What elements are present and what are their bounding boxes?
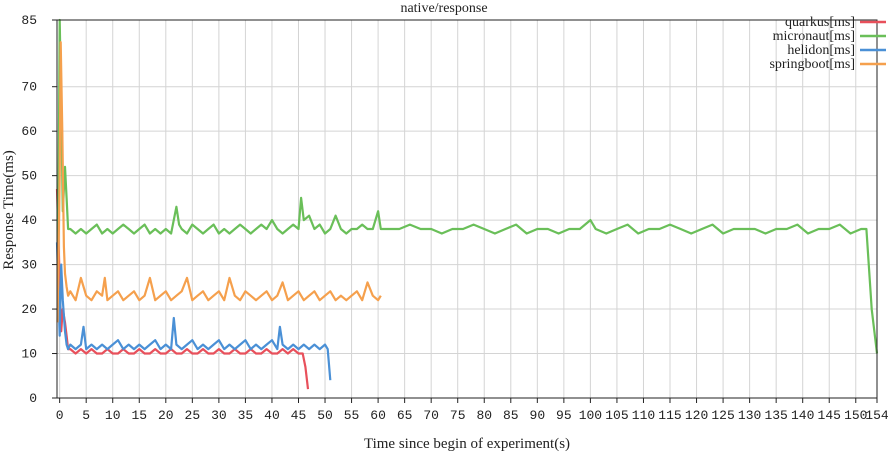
x-tick-label: 45 [291, 408, 307, 423]
x-tick-label: 95 [556, 408, 572, 423]
x-tick-label: 105 [605, 408, 628, 423]
x-tick-label: 5 [82, 408, 90, 423]
x-tick-label: 15 [131, 408, 147, 423]
x-tick-label: 10 [105, 408, 121, 423]
y-tick-label: 10 [21, 347, 37, 362]
x-tick-label: 145 [818, 408, 841, 423]
legend-label: springboot[ms] [769, 57, 855, 72]
x-tick-label: 55 [344, 408, 360, 423]
series-line-2 [55, 242, 332, 381]
y-tick-label: 85 [21, 13, 37, 28]
x-tick-label: 50 [317, 408, 333, 423]
y-tick-label: 30 [21, 258, 37, 273]
series-group [55, 18, 879, 390]
y-tick-label: 40 [21, 213, 37, 228]
x-tick-label: 60 [370, 408, 386, 423]
x-tick-label: 115 [658, 408, 681, 423]
y-tick-label: 50 [21, 169, 37, 184]
series-line-3 [56, 41, 382, 323]
x-tick-label: 65 [397, 408, 413, 423]
x-tick-label: 135 [764, 408, 787, 423]
x-axis-label: Time since begin of experiment(s) [364, 436, 570, 452]
x-tick-label: 150 [844, 408, 867, 423]
x-tick-label: 20 [158, 408, 174, 423]
legend-label: micronaut[ms] [773, 29, 855, 44]
x-tick-label: 70 [423, 408, 439, 423]
x-tick-label: 40 [264, 408, 280, 423]
y-tick-label: 70 [21, 80, 37, 95]
x-tick-label: 100 [579, 408, 602, 423]
plot-frame [56, 19, 878, 399]
x-tick-label: 80 [476, 408, 492, 423]
x-tick-label: 75 [450, 408, 466, 423]
chart-title: native/response [400, 1, 487, 16]
y-tick-label: 60 [21, 124, 37, 139]
x-tick-label: 125 [711, 408, 734, 423]
x-tick-label: 120 [685, 408, 708, 423]
x-tick-label: 130 [738, 408, 761, 423]
x-tick-label: 0 [56, 408, 64, 423]
x-tick-label: 154 [865, 408, 888, 423]
x-tick-label: 30 [211, 408, 227, 423]
x-tick-label: 25 [185, 408, 201, 423]
x-tick-label: 110 [632, 408, 655, 423]
legend-label: helidon[ms] [787, 43, 855, 58]
x-tick-label: 85 [503, 408, 519, 423]
x-tick-label: 35 [238, 408, 254, 423]
ticks: 0 5 10 15 20 25 30 35 40 45 50 55 60 65 70 75 80 85 90 95 10… [21, 13, 888, 423]
series-line-0 [55, 188, 310, 390]
y-tick-label: 20 [21, 302, 37, 317]
y-axis-label: Response Time(ms) [1, 150, 17, 270]
legend: quarkus[ms]micronaut[ms]helidon[ms]sprin… [769, 15, 886, 72]
x-tick-label: 90 [530, 408, 546, 423]
x-tick-label: 140 [791, 408, 814, 423]
legend-label: quarkus[ms] [785, 15, 855, 30]
series-line-1 [57, 18, 879, 354]
y-tick-label: 0 [29, 391, 37, 406]
